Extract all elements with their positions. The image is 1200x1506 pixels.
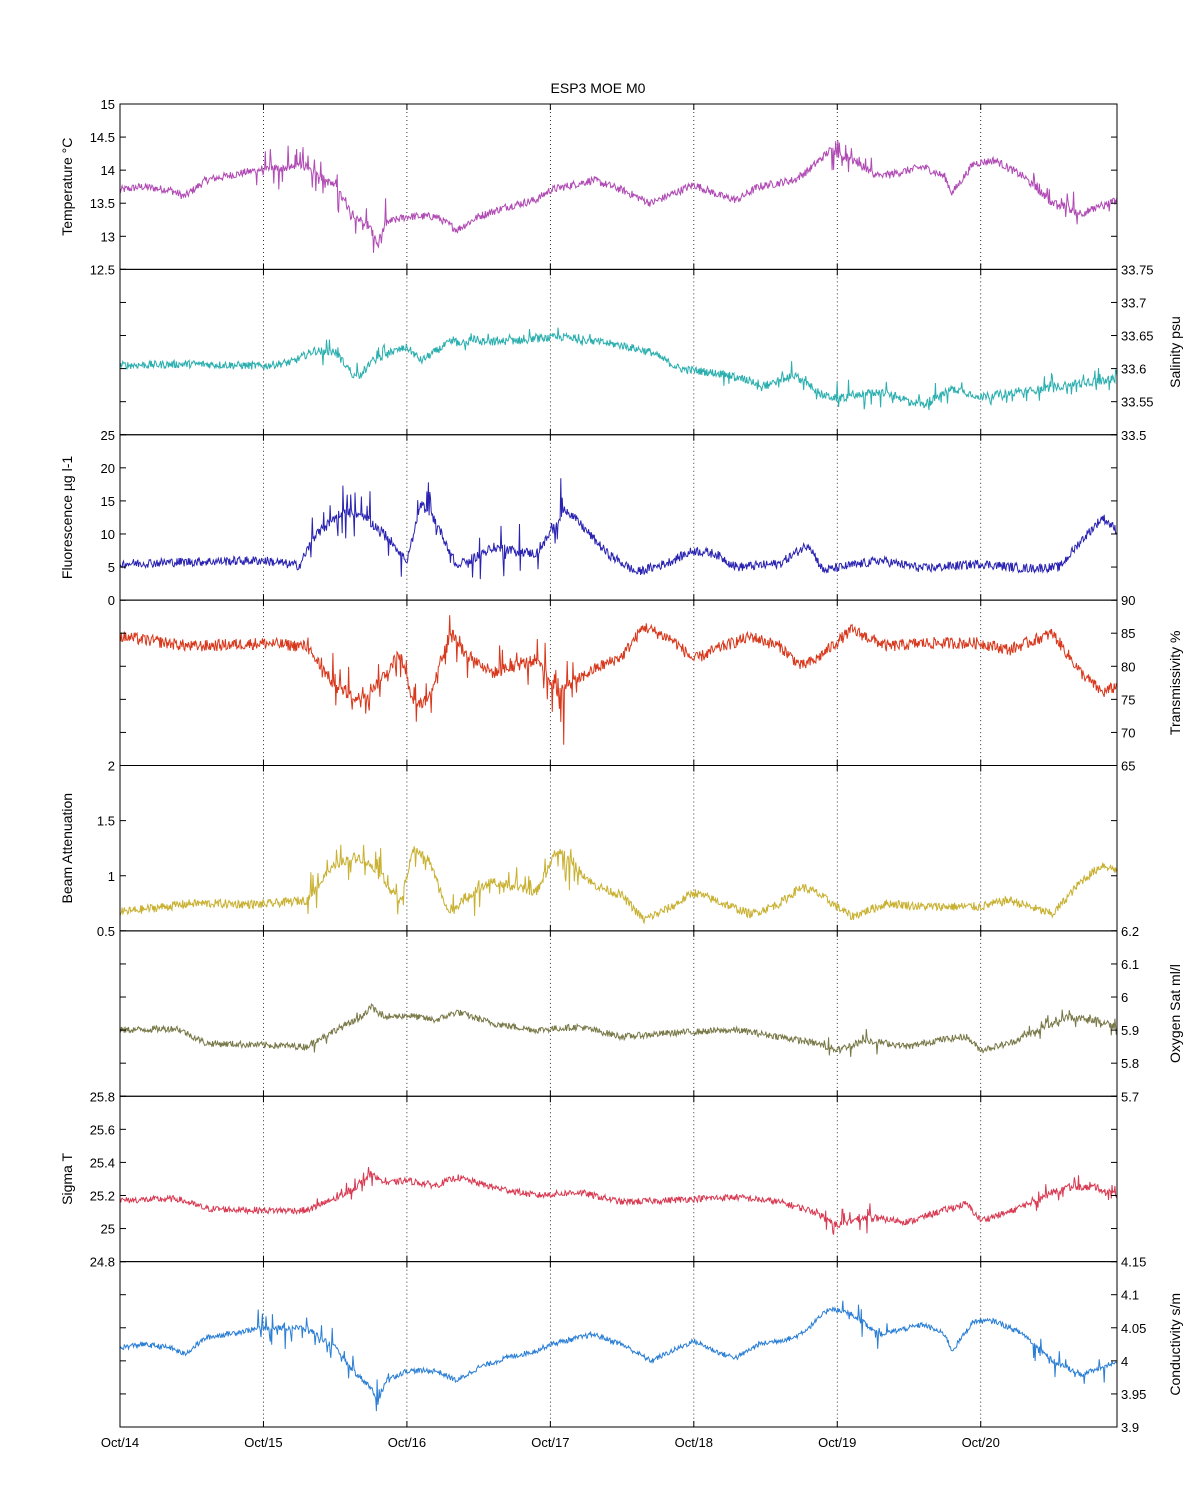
y-tick-label: 25: [101, 1222, 115, 1237]
y-tick-label: 10: [101, 527, 115, 542]
y-tick-label: 15: [101, 97, 115, 112]
y-tick-label: 6.1: [1121, 957, 1139, 972]
panel-sigma_t: 24.8 25 25.2 25.4 25.6 25.8 Sigma T: [59, 1089, 1118, 1270]
y-tick-label: 6.2: [1121, 924, 1139, 939]
conductivity-axes-frame: [119, 1261, 1118, 1428]
y-tick-label: 3.95: [1121, 1387, 1146, 1402]
beam_attenuation-series-line: [120, 844, 1117, 925]
y-tick-label: 85: [1121, 626, 1135, 641]
x-tick-label: Oct/17: [531, 1435, 569, 1450]
temperature-axis-title: Temperature °C: [59, 138, 75, 236]
salinity-axes-frame: [119, 268, 1118, 436]
y-tick-label: 3.9: [1121, 1420, 1139, 1435]
y-tick-label: 4: [1121, 1354, 1128, 1369]
y-tick-label: 25.4: [90, 1155, 115, 1170]
x-tick-label: Oct/20: [962, 1435, 1000, 1450]
panel-temperature: 12.5 13 13.5 14 14.5 15 Temperature °C: [59, 97, 1118, 277]
x-tick-label: Oct/15: [244, 1435, 282, 1450]
salinity-axis-title: Salinity psu: [1167, 316, 1183, 388]
x-tick-label: Oct/14: [101, 1435, 139, 1450]
y-tick-label: 0.5: [97, 924, 115, 939]
oxygen-axes-frame: [119, 930, 1118, 1097]
y-tick-label: 33.55: [1121, 395, 1154, 410]
y-tick-label: 70: [1121, 725, 1135, 740]
y-tick-label: 14.5: [90, 130, 115, 145]
y-tick-label: 15: [101, 494, 115, 509]
panel-beam_attenuation: 0.5 1 1.5 2 Beam Attenuation: [59, 759, 1118, 939]
y-tick-label: 33.6: [1121, 362, 1146, 377]
panel-salinity: 33.5 33.55 33.6 33.65 33.7 33.75 Salinity psu: [119, 262, 1183, 443]
y-tick-label: 33.65: [1121, 329, 1154, 344]
y-tick-label: 33.5: [1121, 428, 1146, 443]
x-tick-label: Oct/19: [818, 1435, 856, 1450]
panel-transmissivity: 65 70 75 80 85 90 Transmissivity %: [119, 593, 1183, 774]
beam_attenuation-axis-title: Beam Attenuation: [59, 793, 75, 904]
y-tick-label: 25.6: [90, 1122, 115, 1137]
x-tick-label: Oct/18: [675, 1435, 713, 1450]
y-tick-label: 1: [108, 869, 115, 884]
salinity-series-line: [120, 327, 1117, 411]
fluorescence-series-line: [120, 478, 1117, 580]
x-tick-label: Oct/16: [388, 1435, 426, 1450]
y-tick-label: 6: [1121, 990, 1128, 1005]
y-tick-label: 1.5: [97, 814, 115, 829]
y-tick-label: 14: [101, 163, 115, 178]
y-tick-label: 33.75: [1121, 262, 1154, 277]
y-tick-label: 90: [1121, 593, 1135, 608]
y-tick-label: 33.7: [1121, 295, 1146, 310]
y-tick-label: 25.2: [90, 1188, 115, 1203]
y-tick-label: 0: [108, 593, 115, 608]
y-tick-label: 5: [108, 560, 115, 575]
temperature-axes-frame: [119, 103, 1118, 270]
conductivity-series-line: [120, 1300, 1117, 1412]
y-tick-label: 4.1: [1121, 1288, 1139, 1303]
y-tick-label: 20: [101, 461, 115, 476]
y-tick-label: 80: [1121, 659, 1135, 674]
y-tick-label: 25.8: [90, 1089, 115, 1104]
panel-fluorescence: 0 5 10 15 20 25 Fluorescence µg l-1: [59, 428, 1118, 608]
oxygen-axis-title: Oxygen Sat ml/l: [1167, 964, 1183, 1063]
sigma_t-axes-frame: [119, 1095, 1118, 1263]
transmissivity-axis-title: Transmissivity %: [1167, 631, 1183, 736]
transmissivity-axes-frame: [119, 599, 1118, 766]
sigma_t-series-line: [120, 1167, 1117, 1235]
y-tick-label: 5.9: [1121, 1023, 1139, 1038]
fluorescence-axes-frame: [119, 434, 1118, 601]
chart-title: ESP3 MOE M0: [551, 80, 646, 96]
y-tick-label: 13.5: [90, 196, 115, 211]
y-tick-label: 75: [1121, 692, 1135, 707]
sigma_t-axis-title: Sigma T: [59, 1153, 75, 1205]
panel-conductivity: 3.9 3.95 4 4.05 4.1 4.15 Conductivity s/m: [119, 1255, 1183, 1435]
fluorescence-axis-title: Fluorescence µg l-1: [59, 456, 75, 579]
temperature-series-line: [120, 140, 1117, 253]
y-tick-label: 4.15: [1121, 1255, 1146, 1270]
oxygen-series-line: [120, 1002, 1117, 1057]
transmissivity-series-line: [120, 615, 1117, 745]
panel-oxygen: 5.7 5.8 5.9 6 6.1 6.2 Oxygen Sat ml/l: [119, 924, 1183, 1104]
y-tick-label: 2: [108, 759, 115, 774]
y-tick-label: 5.7: [1121, 1089, 1139, 1104]
y-tick-label: 25: [101, 428, 115, 443]
y-tick-label: 5.8: [1121, 1056, 1139, 1071]
y-tick-label: 12.5: [90, 262, 115, 277]
y-tick-label: 13: [101, 229, 115, 244]
y-tick-label: 24.8: [90, 1255, 115, 1270]
conductivity-axis-title: Conductivity s/m: [1167, 1293, 1183, 1396]
y-tick-label: 4.05: [1121, 1321, 1146, 1336]
y-tick-label: 65: [1121, 759, 1135, 774]
